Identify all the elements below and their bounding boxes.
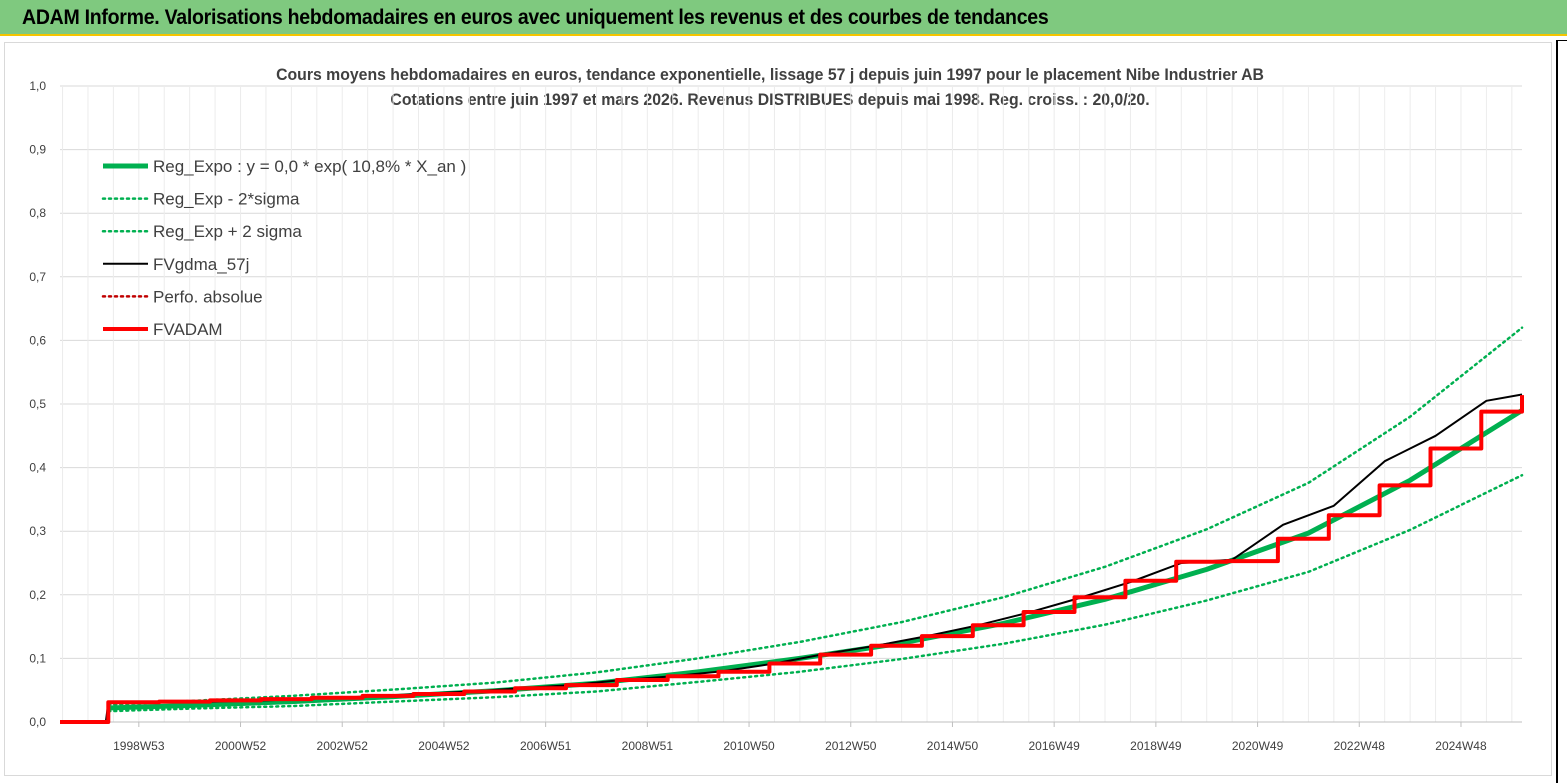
x-tick-label: 2018W49: [1130, 739, 1182, 753]
x-tick-label: 2002W52: [317, 739, 369, 753]
series: [60, 326, 1524, 724]
y-tick-label: 0,0: [29, 715, 46, 729]
x-tick-label: 2020W49: [1232, 739, 1284, 753]
x-tick-label: 2004W52: [418, 739, 470, 753]
series-line-2: [107, 326, 1524, 707]
axes: 0,0 0,1 0,2 0,3 0,4 0,5 0,6 0,7 0,8 0,9 1,0 1998W53…: [29, 79, 1522, 753]
right-edge-mark: [1553, 40, 1567, 783]
y-tick-label: 0,6: [29, 333, 46, 347]
y-tick-label: 0,3: [29, 524, 46, 538]
x-tick-label: 2010W50: [723, 739, 775, 753]
x-tick-label: 2006W51: [520, 739, 572, 753]
legend-label-4: Perfo. absolue: [153, 287, 263, 306]
y-tick-label: 0,9: [29, 143, 46, 157]
series-line-1: [107, 473, 1524, 713]
x-tick-label: 2000W52: [215, 739, 267, 753]
x-tick-label: 2016W49: [1028, 739, 1080, 753]
legend-label-0: Reg_Expo : y = 0,0 * exp( 10,8% * X_an ): [153, 157, 466, 176]
legend-label-2: Reg_Exp + 2 sigma: [153, 222, 302, 241]
x-tick-label: 2014W50: [927, 739, 979, 753]
x-tick-label: 1998W53: [113, 739, 165, 753]
legend-label-1: Reg_Exp - 2*sigma: [153, 190, 300, 209]
y-tick-label: 0,1: [29, 651, 46, 665]
chart-title-line-2: Cotations entre juin 1997 et mars 2026. …: [390, 90, 1150, 109]
report-header: ADAM Informe. Valorisations hebdomadaire…: [0, 0, 1567, 36]
chart-title: Cours moyens hebdomadaires en euros, ten…: [166, 62, 1375, 112]
y-tick-label: 0,8: [29, 206, 46, 220]
x-tick-label: 2008W51: [622, 739, 674, 753]
y-tick-label: 0,2: [29, 588, 46, 602]
x-tick-label: 2022W48: [1334, 739, 1386, 753]
y-tick-label: 1,0: [29, 79, 46, 93]
y-tick-label: 0,5: [29, 397, 46, 411]
x-tick-label: 2012W50: [825, 739, 877, 753]
legend-label-5: FVADAM: [153, 320, 223, 339]
y-tick-label: 0,4: [29, 461, 46, 475]
chart-frame: [4, 42, 1552, 776]
x-tick-label: 2024W48: [1435, 739, 1487, 753]
chart-title-line-1: Cours moyens hebdomadaires en euros, ten…: [276, 65, 1264, 84]
legend-label-3: FVgdma_57j: [153, 255, 249, 274]
report-title: ADAM Informe. Valorisations hebdomadaire…: [22, 6, 1049, 29]
legend: Reg_Expo : y = 0,0 * exp( 10,8% * X_an )…: [101, 157, 466, 339]
gridlines: [60, 85, 1522, 723]
y-tick-label: 0,7: [29, 270, 46, 284]
series-line-5: [60, 395, 1524, 724]
